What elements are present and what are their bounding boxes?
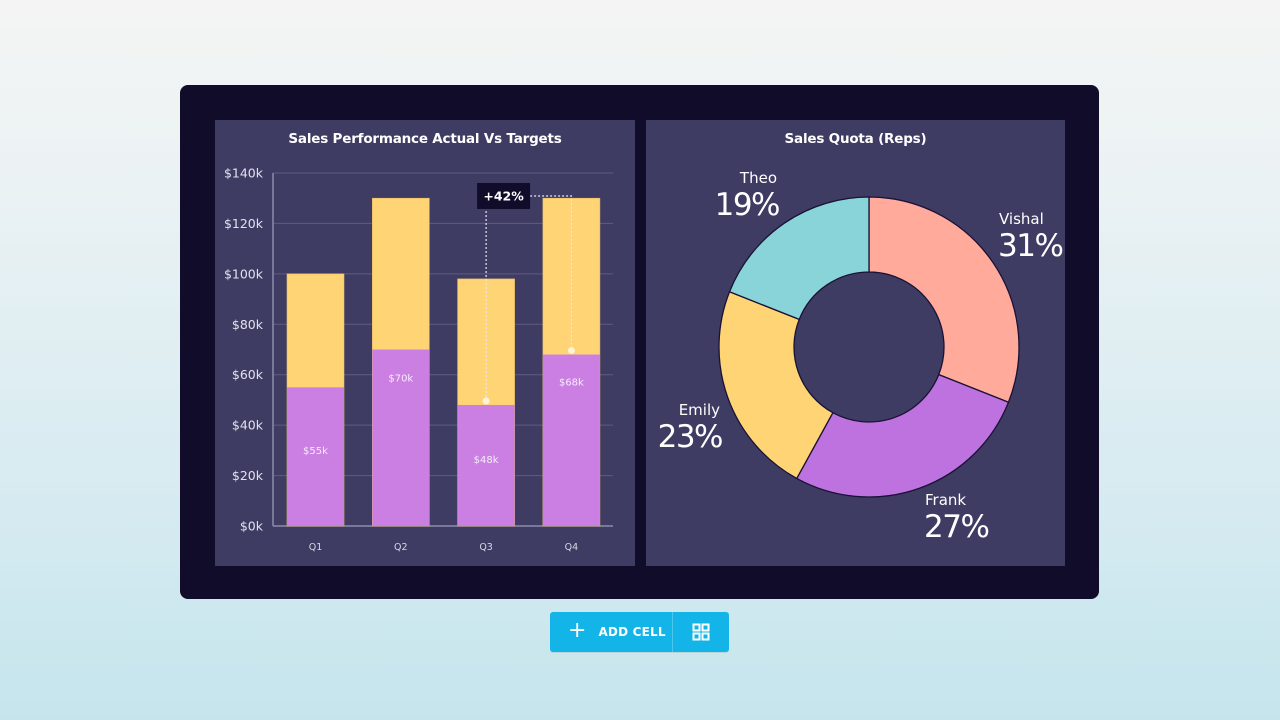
- y-tick-label: $60k: [232, 367, 264, 382]
- annotation-dot: [567, 347, 575, 355]
- donut-slice-emily: [718, 290, 834, 480]
- y-tick-label: $20k: [232, 468, 264, 483]
- actual-value-label: $68k: [559, 377, 584, 388]
- actual-bar: [542, 354, 600, 526]
- actual-value-label: $70k: [388, 373, 413, 384]
- donut-label-percent: 19%: [715, 187, 779, 223]
- bar-chart-cell[interactable]: Sales Performance Actual Vs Targets $0k $…: [215, 120, 635, 566]
- donut-label-percent: 31%: [998, 228, 1062, 264]
- plus-icon: +: [568, 618, 587, 643]
- bar-chart-title: Sales Performance Actual Vs Targets: [288, 131, 562, 147]
- annotation-dot: [482, 397, 490, 405]
- add-cell-button[interactable]: + ADD CELL: [550, 612, 672, 652]
- donut-label-name: Vishal: [999, 210, 1044, 228]
- add-cell-button-group: + ADD CELL: [550, 612, 729, 652]
- donut-label-name: Frank: [925, 491, 966, 509]
- actual-bar: [457, 404, 515, 526]
- y-tick-label: $120k: [224, 216, 264, 231]
- y-tick-label: $100k: [224, 266, 264, 281]
- actual-value-label: $55k: [303, 446, 328, 457]
- y-tick-label: $80k: [232, 317, 264, 332]
- donut-label-name: Theo: [739, 169, 777, 187]
- layout-grid-button[interactable]: [673, 612, 729, 652]
- grid-icon: [692, 623, 710, 641]
- x-tick-label: Q4: [565, 542, 579, 553]
- donut-label-percent: 23%: [658, 419, 722, 455]
- button-divider: [672, 612, 673, 652]
- donut-chart-cell[interactable]: Sales Quota (Reps) Vishal 31% Frank 27% Emil…: [646, 120, 1065, 566]
- x-tick-label: Q1: [309, 542, 323, 553]
- annotation-badge: [477, 183, 531, 209]
- y-tick-label: $0k: [240, 519, 264, 534]
- donut-slice-frank: [795, 373, 1010, 498]
- donut-chart-title: Sales Quota (Reps): [784, 131, 927, 147]
- x-tick-label: Q3: [479, 542, 493, 553]
- annotation-text: +42%: [483, 189, 524, 204]
- actual-bar: [287, 387, 344, 526]
- add-cell-label: ADD CELL: [598, 625, 666, 639]
- bar-chart: $0k $20k $40k $60k $80k $100k $120k $140k $55k Q1…: [224, 166, 613, 553]
- donut-slice-theo: [728, 196, 870, 321]
- actual-bar: [372, 349, 430, 526]
- annotation-line: [526, 195, 572, 351]
- x-tick-label: Q2: [394, 542, 408, 553]
- y-tick-label: $140k: [224, 166, 264, 181]
- donut-label-name: Emily: [679, 401, 720, 419]
- donut-slice-vishal: [868, 196, 1020, 404]
- actual-value-label: $48k: [474, 455, 499, 466]
- y-tick-label: $40k: [232, 418, 264, 433]
- donut-label-percent: 27%: [924, 509, 988, 545]
